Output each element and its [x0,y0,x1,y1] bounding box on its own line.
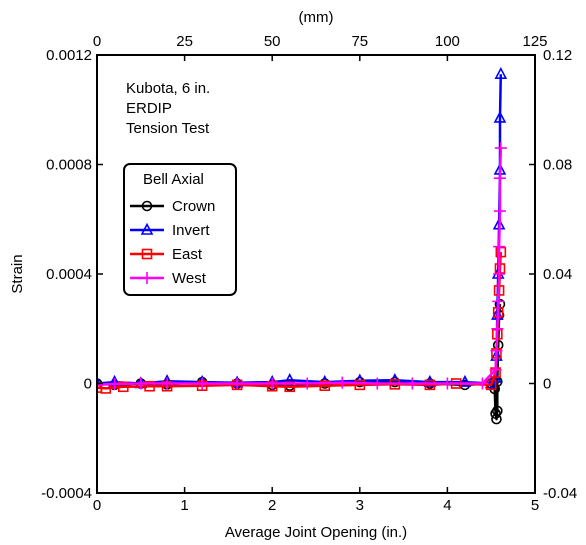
data-point-west [490,344,503,357]
x-tick-label: 2 [268,497,276,514]
x-tick-label: 1 [180,497,188,514]
x2-tick-label: 50 [264,33,281,50]
legend-label-east: East [172,246,203,263]
data-point-invert [493,110,507,123]
data-point-west [406,377,419,390]
y-tick-label: 0 [84,376,92,393]
data-point-crown [490,408,501,419]
y-tick-label: 0.0004 [46,266,92,283]
legend-swatch-marker [141,272,153,284]
annotation-line-1: Kubota, 6 in. [126,80,210,97]
data-point-west [231,377,244,390]
y-tick-label: -0.0004 [41,485,92,502]
data-point-west [134,377,147,390]
data-point-east [495,246,507,258]
legend-entry-east: East [130,246,203,263]
y-tick-label: 0.0008 [46,157,92,174]
x2-tick-label: 25 [176,33,193,50]
x-tick-label: 4 [443,497,451,514]
data-point-west [266,377,279,390]
tick-marks [96,54,536,494]
x-tick-label: 0 [93,497,101,514]
x-axis-label: Average Joint Opening (in.) [225,524,407,541]
annotation-line-3: Tension Test [126,120,210,137]
legend-swatch-marker [140,222,154,235]
annotation-line-2: ERDIP [126,100,172,117]
tick-labels: 0 1 2 3 4 50 25 50 75 100 125-0.000400.00040.00080… [41,33,577,514]
y2-tick-label: 0.12 [543,47,572,64]
data-point-west [489,363,502,376]
data-point-crown [492,405,503,417]
data-point-west [336,376,349,389]
data-point-west [441,377,454,390]
y2-tick-label: 0.08 [543,157,572,174]
y2-tick-label: -0.04 [543,485,577,502]
data-point-west [492,295,505,308]
series-line-crown [97,303,502,421]
legend-entry-west: West [130,270,207,287]
data-point-east [319,380,331,391]
data-point-west [476,377,489,390]
data-point-east [424,379,436,391]
data-point-west [491,322,504,335]
data-point-west [97,378,103,391]
data-point-east [354,379,366,391]
data-point-east [117,381,129,393]
y2-tick-label: 0.04 [543,266,572,283]
series-layer [97,66,508,425]
x-tick-label: 5 [531,497,539,514]
x2-tick-label: 100 [435,33,460,50]
legend-title: Bell Axial [143,171,204,188]
data-point-west [493,172,506,185]
y-axis-label: Strain [9,254,26,293]
x2-tick-label: 75 [351,33,368,50]
series-line-west [97,148,503,387]
x2-axis-label: (mm) [299,9,334,26]
legend-swatch-marker [141,248,153,260]
data-point-west [371,377,384,390]
series-west [97,142,507,391]
legend-label-invert: Invert [172,222,210,239]
legend-label-west: West [172,270,207,287]
legend-label-crown: Crown [172,198,215,215]
data-point-invert [494,66,508,79]
x2-tick-label: 125 [522,33,547,50]
legend-swatch-marker [141,200,153,212]
data-point-west [493,205,506,218]
data-point-west [493,240,506,253]
y-tick-label: 0.0012 [46,47,92,64]
data-point-invert [458,374,472,387]
legend-entry-invert: Invert [130,222,210,239]
x-tick-label: 3 [356,497,364,514]
data-point-west [493,268,506,280]
data-point-west [161,377,174,390]
annotation-block: Kubota, 6 in. ERDIP Tension Test [126,80,210,137]
data-point-east [485,379,497,391]
x2-tick-label: 0 [93,33,101,50]
data-point-east [144,380,155,392]
legend: Bell Axial Crown Invert East West [123,163,237,296]
data-point-west [108,378,121,391]
series-crown [97,298,506,425]
y2-tick-label: 0 [543,376,551,393]
legend-entry-crown: Crown [130,198,215,215]
data-point-west [494,142,507,155]
data-point-west [301,377,314,390]
legend-box [123,163,237,296]
data-point-west [196,377,209,390]
